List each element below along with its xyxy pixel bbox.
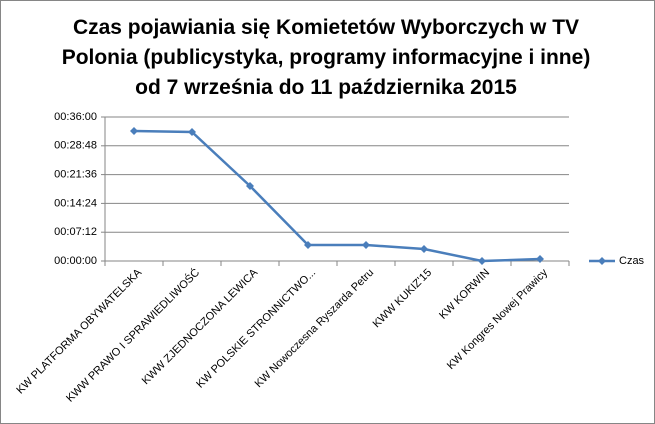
data-point <box>304 241 312 249</box>
data-point <box>246 182 254 190</box>
data-point <box>362 241 370 249</box>
data-point <box>536 255 544 263</box>
x-tick-label: KWW PRAWO I SPRAWIEDLIWOŚĆ <box>63 266 202 405</box>
x-tick-label: KWW ZJEDNOCZONA LEWICA <box>140 266 261 387</box>
x-tick-label: KW Kongres Nowej Prawicy <box>445 266 551 372</box>
data-point <box>188 128 196 136</box>
y-tick-label: 00:28:48 <box>54 140 97 152</box>
series-line <box>133 129 541 263</box>
y-tick-label: 00:00:00 <box>54 255 97 267</box>
chart-title: Czas pojawiania się Komietetów Wyborczyc… <box>61 16 591 99</box>
x-tick-label: KW POLSKIE STRONNICTWO... <box>194 267 318 391</box>
y-tick-label: 00:14:24 <box>54 197 97 209</box>
x-tick-label: KWW KUKIZ'15 <box>371 267 435 331</box>
y-tick-label: 00:07:12 <box>54 226 97 238</box>
data-point <box>130 127 138 135</box>
x-tick-label: KW PLATFORMA OBYWATELSKA <box>14 266 144 396</box>
y-tick-label: 00:36:00 <box>54 111 97 123</box>
x-tick-label: KW Nowoczesna Ryszarda Petru <box>253 267 376 390</box>
y-tick-label: 00:21:36 <box>54 169 97 181</box>
legend-marker <box>598 257 606 265</box>
x-tick-label: KW KORWIN <box>437 267 492 322</box>
data-point <box>420 245 428 253</box>
legend-label: Czas <box>619 255 645 267</box>
data-point <box>478 257 486 265</box>
